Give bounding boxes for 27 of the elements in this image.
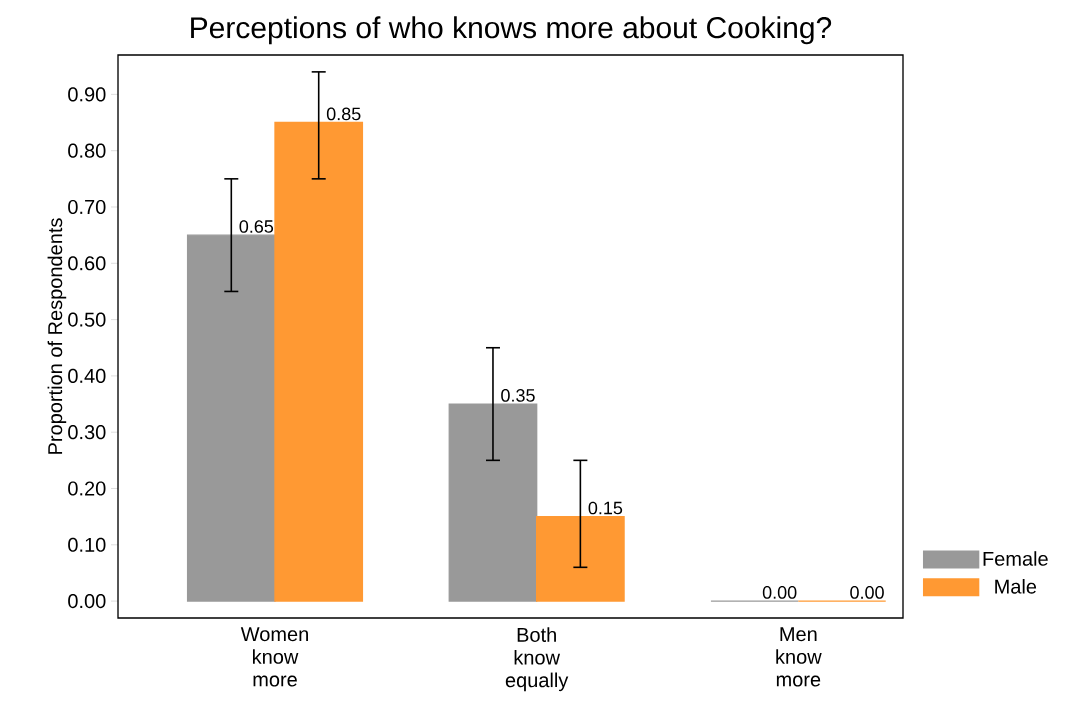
data-label: 0.15 bbox=[588, 501, 623, 515]
x-tick-label: Both know equally bbox=[505, 627, 569, 692]
y-tick-label: 0.70 bbox=[68, 199, 106, 215]
bar bbox=[448, 403, 538, 602]
y-tick-label: 0.20 bbox=[68, 481, 106, 496]
legend-label: Male bbox=[995, 579, 1037, 594]
chart-title: Perceptions of who knows more about Cooking? bbox=[191, 16, 832, 45]
bar bbox=[536, 515, 625, 602]
bar bbox=[274, 121, 364, 602]
bar bbox=[186, 234, 276, 602]
y-tick-label: 0.10 bbox=[68, 537, 106, 552]
y-tick-label: 0.40 bbox=[68, 368, 106, 383]
y-tick-label: 0.50 bbox=[68, 312, 106, 327]
x-tick-label: Women know more bbox=[240, 627, 308, 687]
y-tick-label: 0.90 bbox=[68, 87, 106, 102]
data-label: 0.00 bbox=[850, 586, 884, 599]
y-tick-label: 0.00 bbox=[68, 594, 106, 609]
data-label: 0.35 bbox=[501, 389, 535, 402]
data-label: 0.85 bbox=[326, 107, 361, 121]
data-label: 0.65 bbox=[239, 220, 274, 233]
legend-label: Female bbox=[983, 551, 1048, 566]
y-tick-label: 0.30 bbox=[68, 425, 106, 440]
y-axis-title: Proportion of Respondents bbox=[47, 218, 67, 454]
y-tick-label: 0.80 bbox=[68, 143, 106, 158]
y-tick-label: 0.60 bbox=[68, 256, 106, 271]
x-tick-label: Men know more bbox=[776, 627, 822, 687]
data-label: 0.00 bbox=[762, 586, 797, 599]
